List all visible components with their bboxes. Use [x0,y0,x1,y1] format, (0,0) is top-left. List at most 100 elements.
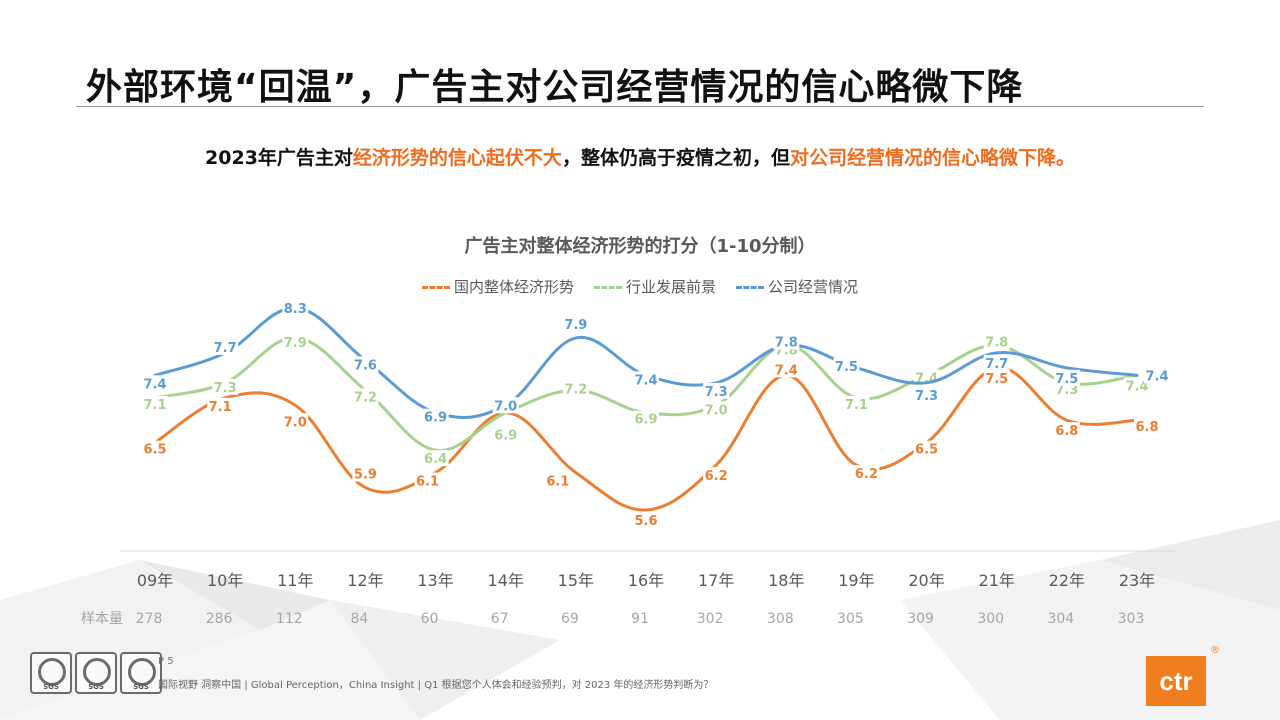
sample-size-value: 305 [837,611,864,627]
badge-ring-icon [38,658,66,686]
legend-item: 行业发展前景 [593,276,716,297]
sample-size-value: 308 [767,611,794,627]
data-label: 7.8 [985,335,1008,350]
sample-size-value: 112 [276,611,303,627]
sample-size-value: 84 [351,611,369,627]
sample-size-value: 91 [631,611,649,627]
data-label: 6.1 [416,475,439,490]
footer-note: 国际视野 洞察中国 | Global Perception，China Insi… [158,680,714,691]
data-label-bg [142,440,168,457]
data-label: 7.7 [985,357,1008,372]
data-label: 7.2 [564,382,587,397]
data-label: 6.9 [494,429,517,444]
badge-ring-icon [128,658,156,686]
sample-size-value: 60 [421,611,439,627]
badge-ring-icon [83,658,111,686]
data-label: 7.0 [494,399,517,414]
data-label-bg [703,467,730,484]
page-subtitle: 2023年广告主对经济形势的信心起伏不大，整体仍高于疫情之初，但对公司经营情况的… [0,143,1280,170]
x-tick-label: 15年 [558,571,594,590]
data-label-bg [983,354,1010,371]
data-label: 7.2 [354,390,377,405]
data-label-bg [773,361,800,378]
badge-label: SGS [133,683,149,691]
x-tick-label: 10年 [207,571,243,590]
data-label-bg [983,369,1010,386]
data-label: 7.9 [284,336,307,351]
data-label-bg [492,426,519,443]
data-label-bg [352,356,379,373]
data-label: 7.5 [985,372,1008,387]
data-label-bg [422,450,449,467]
data-label-bg [1134,418,1160,435]
legend-swatch [421,286,450,289]
data-label-bg [1053,369,1080,386]
data-label-bg [282,413,309,430]
data-label-bg [352,388,379,405]
x-tick-label: 09年 [137,571,173,590]
page-number: P 5 [158,656,174,667]
data-label: 7.4 [775,363,798,378]
data-label: 7.4 [1145,369,1168,384]
subtitle-text: 2023年广告主对 [205,147,353,169]
sgs-badge-icon: SGS [75,652,117,694]
sgs-badge-icon: SGS [120,652,162,694]
legend-label: 行业发展前景 [625,278,716,296]
data-label-bg [1053,422,1080,439]
data-label: 6.4 [424,452,447,467]
legend-label: 公司经营情况 [768,278,859,296]
sample-size-value: 309 [907,611,934,627]
legend-swatch [593,286,622,289]
data-label: 7.5 [835,360,858,375]
data-label-bg [414,472,441,489]
legend-label: 国内整体经济形势 [453,278,574,296]
data-label: 7.0 [284,415,307,430]
sample-size-value: 303 [1118,611,1145,627]
data-label: 7.4 [143,377,166,392]
x-tick-label: 12年 [347,571,383,590]
x-tick-label: 11年 [277,571,313,590]
x-tick-label: 20年 [908,571,944,590]
data-label-bg [703,401,730,418]
data-label: 5.6 [634,514,657,529]
data-label: 7.3 [915,389,938,404]
data-label-bg [833,357,860,374]
data-label-bg [212,378,239,395]
data-label-bg [282,300,309,316]
data-label-bg [633,410,659,427]
data-label: 6.5 [143,443,166,458]
data-label: 7.8 [775,335,798,350]
sample-size-value: 300 [977,611,1004,627]
x-tick-label: 13年 [417,571,453,590]
data-label-bg [544,472,571,489]
data-label-bg [1124,377,1150,394]
data-label: 7.0 [705,403,728,418]
subtitle-highlight: 对公司经营情况的信心略微下降。 [789,147,1075,169]
legend-item: 公司经营情况 [736,276,858,297]
x-tick-label: 18年 [768,571,804,590]
data-label-bg [1144,367,1170,384]
x-tick-label: 22年 [1049,571,1085,590]
chart-legend: 国内整体经济形势 行业发展前景 公司经营情况 [0,276,1280,297]
data-label: 6.2 [855,467,878,482]
data-label: 6.5 [915,443,938,458]
data-label-bg [562,315,589,332]
data-label: 6.2 [705,469,728,484]
registered-mark: ® [1210,645,1220,656]
data-label-bg [853,465,880,482]
data-label: 6.9 [634,413,657,428]
x-tick-label: 14年 [488,571,524,590]
data-label-bg [207,397,234,414]
data-label: 6.8 [1055,424,1078,439]
data-label: 6.1 [546,475,569,490]
x-tick-label: 23年 [1119,571,1155,590]
legend-item: 国内整体经济形势 [421,276,574,297]
sample-size-value: 304 [1047,611,1074,627]
data-label-bg [492,397,519,414]
data-label-bg [843,395,870,412]
data-label: 7.4 [1125,379,1148,394]
x-tick-label: 19年 [838,571,874,590]
legend-swatch [736,286,764,289]
data-label-bg [773,333,800,350]
